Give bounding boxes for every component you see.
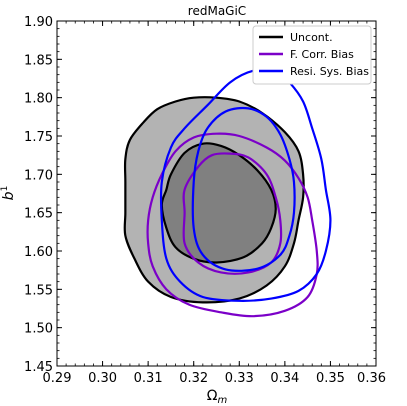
contour-resi-sys-bias-outer [159,68,332,302]
contour-unconct-inner [160,142,277,264]
legend: Uncont. F. Corr. Bias Resi. Sys. Bias [252,25,372,85]
y-tick-label: 1.55 [24,283,53,298]
x-axis-label-main: Ω [207,388,218,404]
legend-label-uncont: Uncont. [290,31,333,44]
x-tick-label: 0.31 [134,371,163,386]
x-tick-label: 0.29 [43,371,72,386]
x-tick-label: 0.30 [88,371,117,386]
legend-label-resi-sys-bias: Resi. Sys. Bias [290,65,369,78]
chart-title: redMaGiC [188,4,246,18]
contour-f-corr-bias-inner [182,152,283,275]
y-tick-label: 1.80 [24,92,53,107]
x-axis-label: Ωm [207,388,228,406]
contour-resi-sys-bias-inner [191,106,296,272]
x-tick-label: 0.34 [270,371,299,386]
x-tick-label: 0.35 [316,371,345,386]
y-tick-label: 1.85 [24,53,53,68]
legend-box [252,25,372,85]
y-tick-label: 1.90 [24,15,53,30]
x-tick-label: 0.32 [179,371,208,386]
y-axis-label: b1 [0,186,17,201]
tick-label-layer: 0.29 0.30 0.31 0.32 0.33 0.34 0.35 0.36 1.45 1.50… [24,15,386,386]
y-tick-label: 1.50 [24,322,53,337]
y-axis-label-main: b [1,191,17,200]
x-tick-label: 0.33 [225,371,254,386]
y-axis-label-sup: 1 [0,186,10,192]
contour-f-corr-bias-outer [146,132,319,318]
legend-label-f-corr-bias: F. Corr. Bias [290,48,354,61]
y-tick-label: 1.65 [24,207,53,222]
x-tick-label: 0.36 [357,371,386,386]
x-axis-label-sub: m [217,395,227,406]
y-tick-label: 1.60 [24,245,53,260]
y-tick-label: 1.45 [24,360,53,375]
contour-layer [123,68,332,318]
y-tick-label: 1.70 [24,168,53,183]
tick-layer [56,20,377,367]
plot-frame [56,20,377,367]
y-tick-label: 1.75 [24,130,53,145]
